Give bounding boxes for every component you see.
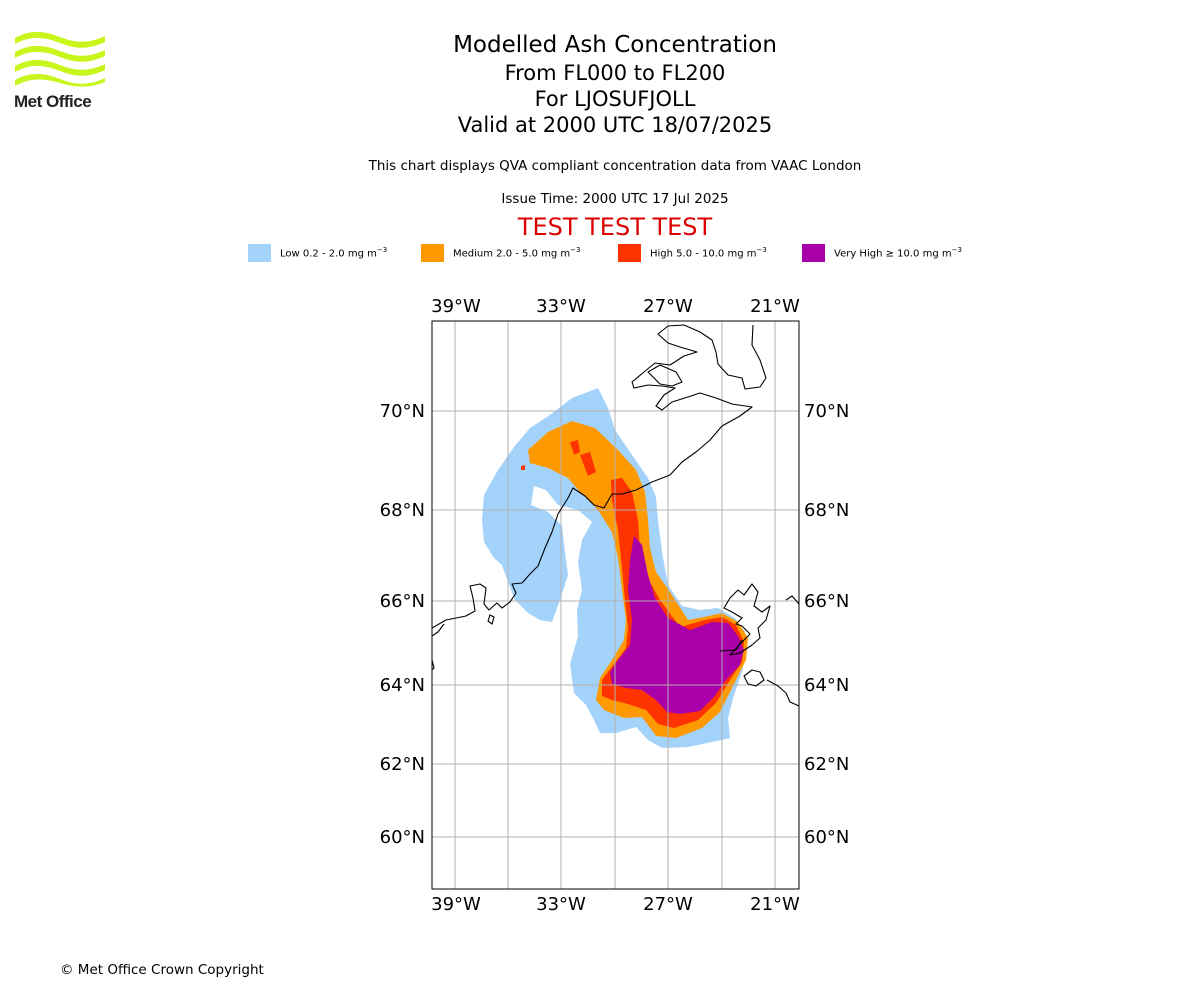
lon-labels-top: 39°W 33°W 27°W 21°W xyxy=(431,296,800,317)
legend-item-medium: Medium 2.0 - 5.0 mg m−3 xyxy=(421,244,580,262)
lon-label-top-33w: 33°W xyxy=(536,296,586,317)
legend-item-high: High 5.0 - 10.0 mg m−3 xyxy=(618,244,767,262)
ash-zone-high-patch-c xyxy=(521,465,525,470)
lon-label-top-21w: 21°W xyxy=(750,296,800,317)
legend-label-medium: Medium 2.0 - 5.0 mg m−3 xyxy=(453,246,581,260)
compliance-note: This chart displays QVA compliant concen… xyxy=(368,158,862,174)
lon-label-top-39w: 39°W xyxy=(431,296,481,317)
legend-item-low: Low 0.2 - 2.0 mg m−3 xyxy=(248,244,387,262)
lat-label-right-62n: 62°N xyxy=(804,754,849,775)
map-grid xyxy=(432,321,799,889)
lon-label-bottom-21w: 21°W xyxy=(750,894,800,915)
lat-label-left-60n: 60°N xyxy=(380,827,425,848)
legend-swatch-medium xyxy=(421,244,444,262)
lat-label-left-70n: 70°N xyxy=(380,401,425,422)
lat-label-right-60n: 60°N xyxy=(804,827,849,848)
map-frame xyxy=(431,320,800,890)
lat-labels-right: 70°N 68°N 66°N 64°N 62°N 60°N xyxy=(804,401,849,848)
lat-label-right-70n: 70°N xyxy=(804,401,849,422)
ash-zone-high-patch-b xyxy=(580,452,596,476)
lat-label-right-66n: 66°N xyxy=(804,591,849,612)
met-office-wave-icon xyxy=(15,31,105,87)
title-line-4: Valid at 2000 UTC 18/07/2025 xyxy=(457,113,773,137)
copyright: © Met Office Crown Copyright xyxy=(60,962,264,978)
legend-label-high: High 5.0 - 10.0 mg m−3 xyxy=(650,246,767,260)
lat-label-left-68n: 68°N xyxy=(380,500,425,521)
lat-label-left-66n: 66°N xyxy=(380,591,425,612)
legend-swatch-high xyxy=(618,244,641,262)
met-office-logo: Met Office xyxy=(14,30,106,112)
legend-swatch-very-high xyxy=(802,244,825,262)
ash-zone-very-high xyxy=(610,536,744,714)
legend-item-very-high: Very High ≥ 10.0 mg m−3 xyxy=(802,244,962,262)
legend-swatch-low xyxy=(248,244,271,262)
lat-label-right-68n: 68°N xyxy=(804,500,849,521)
lat-labels-left: 70°N 68°N 66°N 64°N 62°N 60°N xyxy=(380,401,425,848)
logo-text: Met Office xyxy=(14,92,92,111)
lon-label-top-27w: 27°W xyxy=(643,296,693,317)
lon-label-bottom-33w: 33°W xyxy=(536,894,586,915)
lon-label-bottom-39w: 39°W xyxy=(431,894,481,915)
lat-label-right-64n: 64°N xyxy=(804,675,849,696)
issue-time: Issue Time: 2000 UTC 17 Jul 2025 xyxy=(501,191,729,207)
chart-title: Modelled Ash Concentration From FL000 to… xyxy=(0,30,1200,138)
lat-label-left-62n: 62°N xyxy=(380,754,425,775)
legend-label-very-high: Very High ≥ 10.0 mg m−3 xyxy=(834,246,962,260)
title-line-1: Modelled Ash Concentration xyxy=(453,32,777,58)
lon-label-bottom-27w: 27°W xyxy=(643,894,693,915)
legend-label-low: Low 0.2 - 2.0 mg m−3 xyxy=(280,246,388,260)
test-banner: TEST TEST TEST xyxy=(517,213,713,241)
coastlines xyxy=(432,324,799,707)
ash-zone-high-patch-a xyxy=(570,440,580,455)
title-line-3: For LJOSUFJOLL xyxy=(534,87,696,111)
lat-label-left-64n: 64°N xyxy=(380,675,425,696)
title-line-2: From FL000 to FL200 xyxy=(504,61,726,85)
lon-labels-bottom: 39°W 33°W 27°W 21°W xyxy=(431,894,800,915)
